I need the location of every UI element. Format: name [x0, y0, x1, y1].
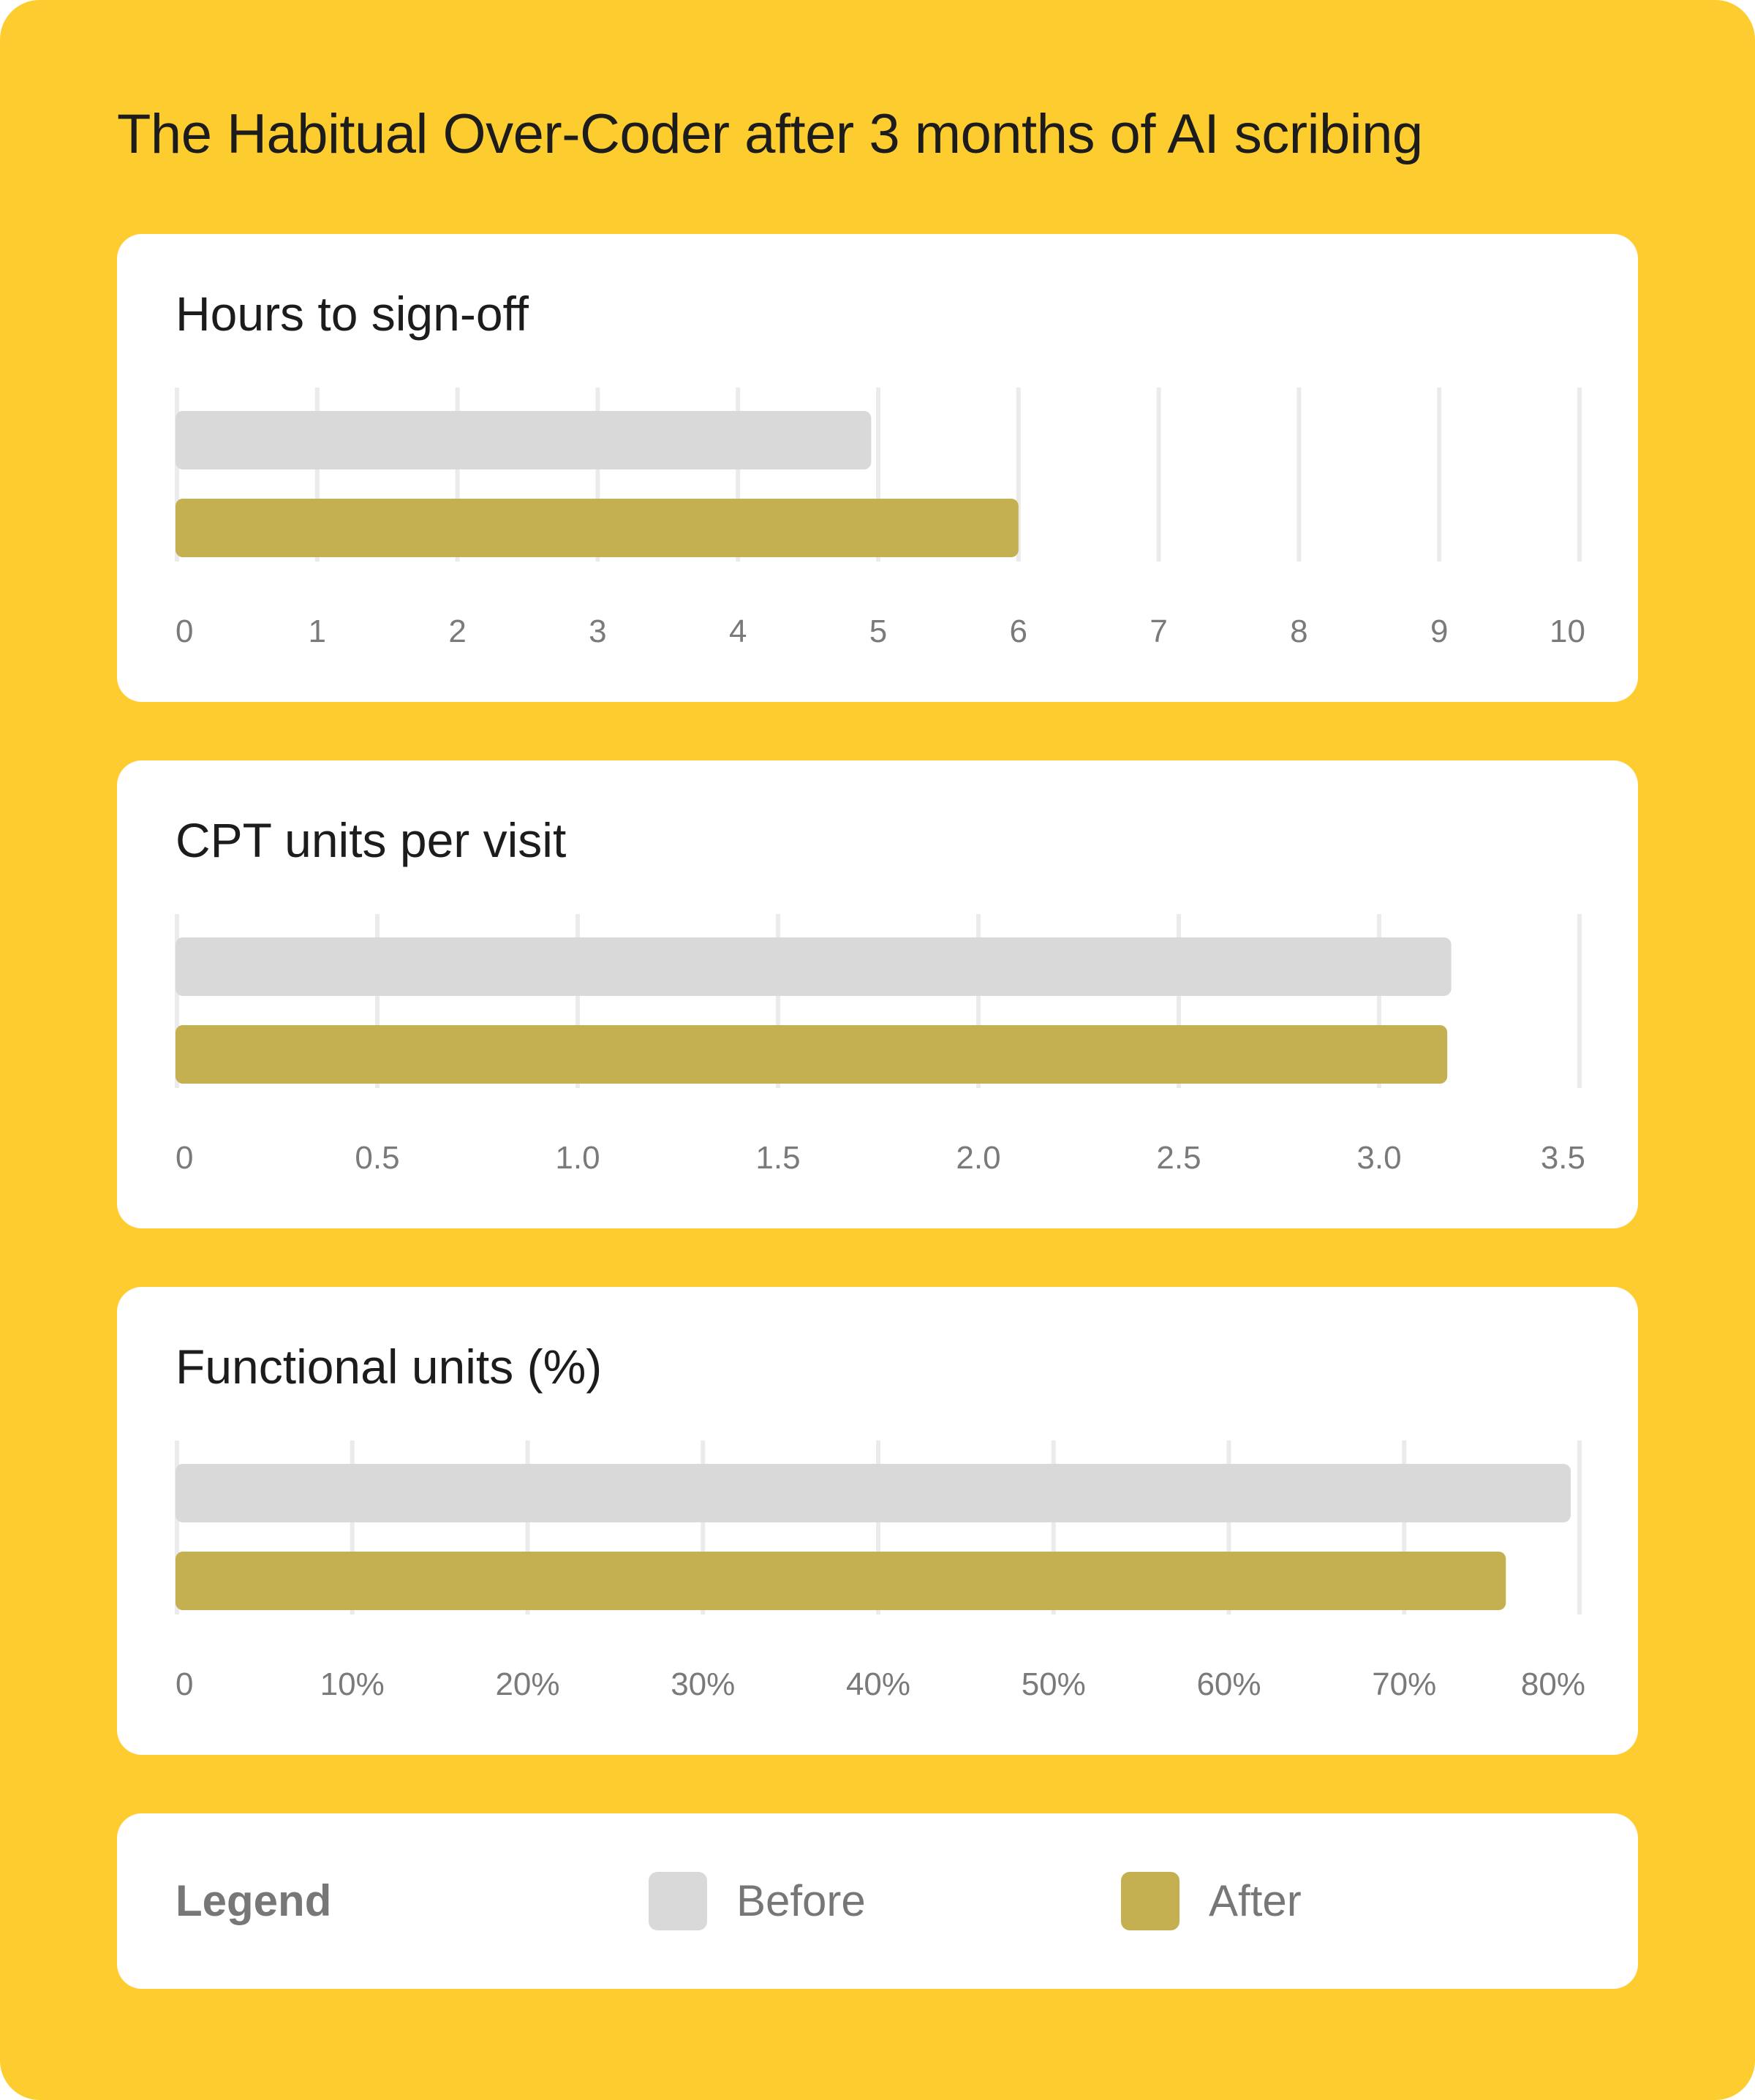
tick-label: 1.5 — [755, 1140, 800, 1176]
tick-label: 20% — [495, 1666, 559, 1702]
bar-after — [176, 499, 1019, 557]
chart-card-hours-to-sign-off: Hours to sign-off 0 1 2 3 4 5 6 7 8 9 10 — [117, 234, 1638, 702]
legend: Legend Before After — [117, 1813, 1638, 1989]
tick-label: 40% — [846, 1666, 910, 1702]
bar-before — [176, 1464, 1571, 1522]
bar-before — [176, 937, 1452, 996]
tick-label: 0 — [176, 1666, 193, 1702]
page-title: The Habitual Over-Coder after 3 months o… — [117, 103, 1423, 165]
tick-label: 30% — [671, 1666, 735, 1702]
tick-label: 80% — [1521, 1666, 1585, 1702]
tick-label: 1.0 — [555, 1140, 600, 1176]
chart-title: Functional units (%) — [176, 1340, 603, 1394]
legend-label-after: After — [1209, 1876, 1302, 1925]
chart-title: Hours to sign-off — [176, 287, 529, 341]
tick-label: 10 — [1550, 613, 1585, 649]
tick-label: 0 — [176, 613, 193, 649]
legend-swatch-before — [649, 1872, 707, 1930]
functional-units-plot: 0 10% 20% 30% 40% 50% 60% 70% 80% — [175, 1440, 1585, 1702]
tick-label: 0.5 — [355, 1140, 399, 1176]
tick-label: 2.0 — [956, 1140, 1000, 1176]
legend-label-before: Before — [736, 1876, 866, 1925]
tick-label: 9 — [1430, 613, 1448, 649]
tick-label: 7 — [1150, 613, 1167, 649]
tick-label: 5 — [869, 613, 887, 649]
legend-swatch-after — [1121, 1872, 1180, 1930]
chart-card-cpt-units-per-visit: CPT units per visit 0 0.5 1.0 1.5 2.0 2.5 3.0 3… — [117, 760, 1638, 1228]
tick-label: 4 — [729, 613, 747, 649]
legend-title: Legend — [176, 1876, 332, 1925]
bar-before — [176, 411, 872, 469]
tick-label: 10% — [320, 1666, 385, 1702]
tick-label: 6 — [1010, 613, 1027, 649]
chart-title: CPT units per visit — [176, 813, 567, 867]
bar-after — [176, 1552, 1506, 1610]
tick-label: 60% — [1196, 1666, 1261, 1702]
tick-label: 70% — [1372, 1666, 1436, 1702]
cpt-units-per-visit-plot: 0 0.5 1.0 1.5 2.0 2.5 3.0 3.5 — [175, 914, 1585, 1176]
tick-label: 8 — [1290, 613, 1307, 649]
tick-label: 0 — [176, 1140, 193, 1176]
tick-label: 2.5 — [1156, 1140, 1201, 1176]
tick-label: 3.5 — [1541, 1140, 1585, 1176]
tick-label: 2 — [448, 613, 466, 649]
tick-label: 3.0 — [1356, 1140, 1401, 1176]
tick-label: 50% — [1022, 1666, 1086, 1702]
tick-label: 3 — [589, 613, 606, 649]
hours-to-sign-off-plot: 0 1 2 3 4 5 6 7 8 9 10 — [175, 388, 1585, 649]
chart-card-functional-units: Functional units (%) 0 10% 20% 30% 40% 50% 60%… — [117, 1287, 1638, 1755]
tick-label: 1 — [309, 613, 326, 649]
bar-after — [176, 1025, 1448, 1084]
